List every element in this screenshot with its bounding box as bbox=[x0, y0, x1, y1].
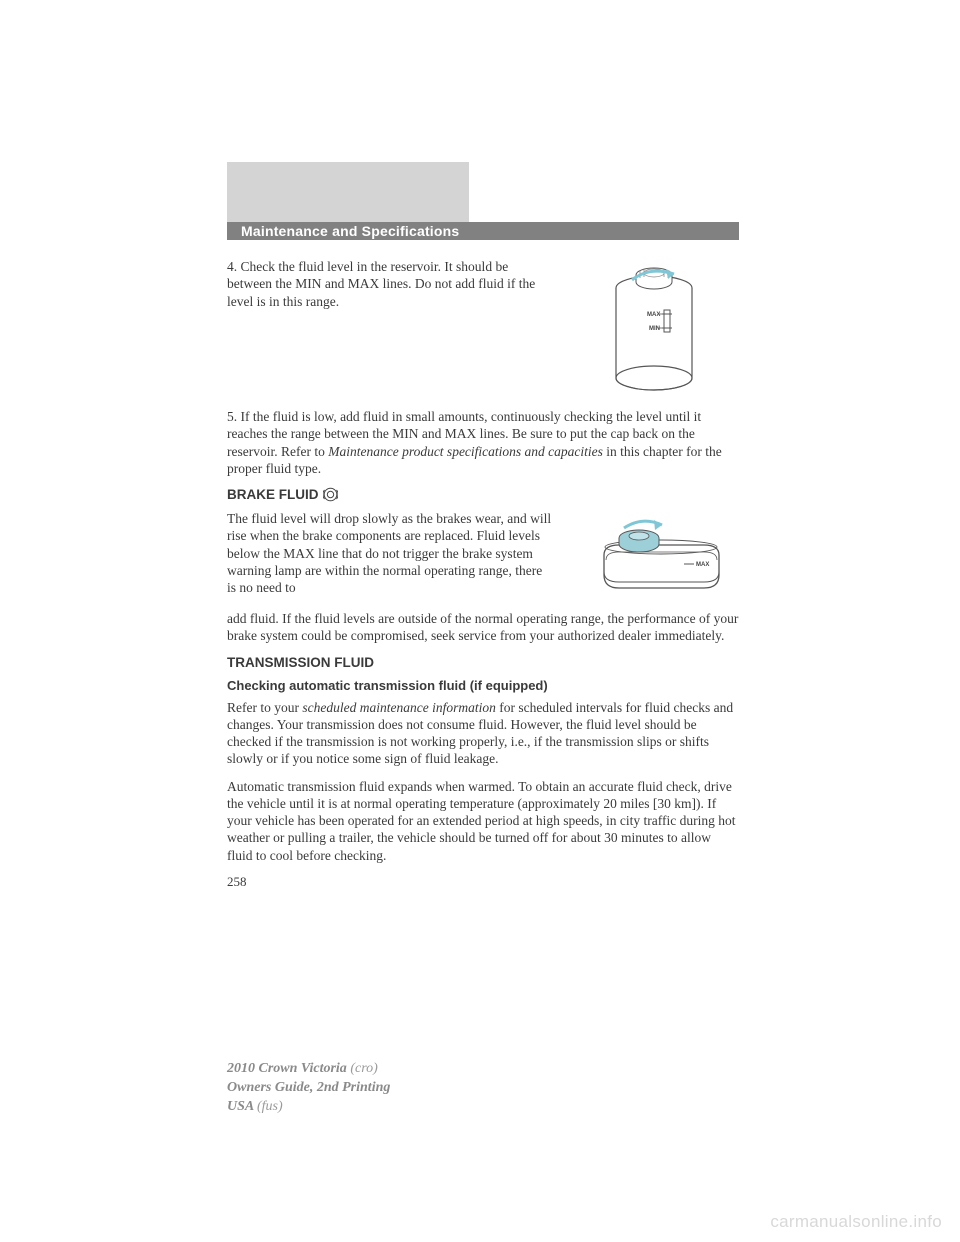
transmission-p1-pre: Refer to your bbox=[227, 700, 302, 715]
page-number: 258 bbox=[227, 874, 739, 890]
brake-text-col: The fluid level will drop slowly as the … bbox=[227, 510, 553, 610]
brake-fluid-icon bbox=[323, 487, 338, 502]
transmission-heading: TRANSMISSION FLUID bbox=[227, 655, 739, 670]
step4-text: 4. Check the fluid level in the reservoi… bbox=[227, 258, 553, 408]
footer-line2: Owners Guide, 2nd Printing bbox=[227, 1079, 390, 1098]
transmission-heading-text: TRANSMISSION FLUID bbox=[227, 655, 374, 670]
footer-l1b: (cro) bbox=[350, 1061, 377, 1076]
brake-fluid-heading: BRAKE FLUID bbox=[227, 487, 739, 502]
step4-paragraph: 4. Check the fluid level in the reservoi… bbox=[227, 258, 553, 310]
footer-l3a: USA bbox=[227, 1099, 257, 1114]
page-content: 4. Check the fluid level in the reservoi… bbox=[227, 258, 739, 890]
transmission-p1-ital: scheduled maintenance information bbox=[302, 700, 495, 715]
manual-page: Maintenance and Specifications 4. Check … bbox=[0, 0, 960, 1242]
step5-paragraph: 5. If the fluid is low, add fluid in sma… bbox=[227, 408, 739, 477]
brake-paragraph-partial: The fluid level will drop slowly as the … bbox=[227, 510, 553, 596]
section-header-title: Maintenance and Specifications bbox=[241, 223, 459, 239]
footer-block: 2010 Crown Victoria (cro) Owners Guide, … bbox=[227, 1060, 390, 1117]
brake-figure: MAX bbox=[569, 510, 739, 610]
section-header-bar: Maintenance and Specifications bbox=[227, 222, 739, 240]
watermark-text: carmanualsonline.info bbox=[770, 1212, 942, 1232]
footer-l1a: 2010 Crown Victoria bbox=[227, 1061, 350, 1076]
brake-paragraph-rest: add fluid. If the fluid levels are outsi… bbox=[227, 610, 739, 645]
transmission-subheading: Checking automatic transmission fluid (i… bbox=[227, 678, 739, 693]
brake-row: The fluid level will drop slowly as the … bbox=[227, 510, 739, 610]
step5-ital: Maintenance product specifications and c… bbox=[328, 444, 603, 459]
footer-l3b: (fus) bbox=[257, 1099, 283, 1114]
reservoir-svg: MAX MIN bbox=[594, 258, 714, 408]
brake-reservoir-svg: MAX bbox=[574, 510, 734, 610]
brake-max-label: MAX bbox=[696, 562, 709, 568]
reservoir-max-label: MAX bbox=[647, 312, 660, 318]
transmission-p2: Automatic transmission fluid expands whe… bbox=[227, 778, 739, 864]
footer-line3: USA (fus) bbox=[227, 1098, 390, 1117]
brake-fluid-heading-text: BRAKE FLUID bbox=[227, 487, 319, 502]
reservoir-min-label: MIN bbox=[649, 326, 660, 332]
step4-row: 4. Check the fluid level in the reservoi… bbox=[227, 258, 739, 408]
reservoir-figure: MAX MIN bbox=[569, 258, 739, 408]
transmission-p1: Refer to your scheduled maintenance info… bbox=[227, 699, 739, 768]
footer-line1: 2010 Crown Victoria (cro) bbox=[227, 1060, 390, 1079]
